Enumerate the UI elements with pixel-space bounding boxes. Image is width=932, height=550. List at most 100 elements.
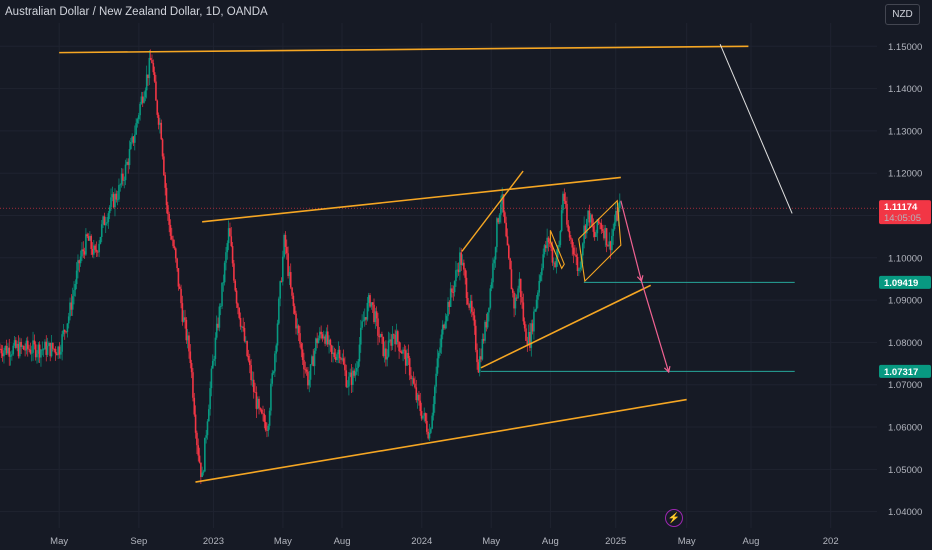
candle-body [159,122,161,125]
candle-body [407,353,410,359]
candle-body [217,323,219,328]
candle-body [478,356,481,373]
candle-body [46,345,49,355]
candle-body [398,341,400,352]
candle-body [595,233,597,237]
flag-pattern-1[interactable] [549,230,565,270]
candle-body [127,161,129,166]
candle-body [63,329,66,332]
lightning-icon[interactable]: ⚡ [665,509,683,527]
candle-body [275,345,278,354]
candle-body [81,249,83,257]
candles [0,49,621,484]
candle-body [192,372,194,398]
candle-body [482,338,485,341]
currency-button[interactable]: NZD [885,4,920,25]
y-tick-label: 1.12000 [888,169,922,180]
candle-body [369,295,371,307]
candle-body [476,349,478,363]
candle-body [152,62,155,73]
candle-body [433,386,436,405]
candle-body [83,251,86,255]
candle-body [242,326,244,328]
candle-body [566,203,568,225]
candle-body [0,348,3,354]
candle-body [164,175,166,188]
candle-body [415,387,418,401]
candle-body [204,437,206,472]
rising-support-line[interactable] [480,284,652,369]
candle-body [214,337,217,359]
candle-body [93,245,95,255]
candle-body [200,462,202,478]
candle-body [213,358,215,361]
candle-body [45,341,48,355]
candle-body [562,193,564,211]
candle-body [137,115,140,120]
candle-body [593,231,596,237]
candle-body [126,161,128,165]
candle-body [535,299,538,310]
resistance-line[interactable] [59,45,749,54]
candle-body [74,284,77,291]
candle-body [468,304,470,308]
candle-body [259,408,262,410]
steep-trend-line[interactable] [461,170,524,252]
candle-body [453,281,456,293]
candle-body [582,243,584,256]
price-tag-box [879,275,931,289]
candle-body [467,298,469,305]
candle-body [579,267,581,270]
candle-body [584,225,587,234]
candle-body [554,262,556,268]
candle-body [9,355,12,357]
candle-body [288,272,291,276]
candle-body [233,263,235,281]
candle-body [210,368,213,389]
candle-body [542,254,544,269]
candle-body [33,340,36,345]
candle-body [12,345,15,355]
chart-title: Australian Dollar / New Zealand Dollar, … [5,6,268,18]
candle-body [221,282,223,307]
candle-body [37,344,40,354]
candle-body [20,341,22,347]
candle-body [459,252,461,273]
price-tag-box [879,200,931,225]
candle-body [444,321,447,329]
candle-body [508,245,510,259]
candle-body [161,139,164,157]
channel-lower-line[interactable] [195,398,687,483]
flag-pattern-2[interactable] [578,199,622,283]
candle-body [237,303,239,308]
candle-body [176,258,178,269]
candle-body [59,351,62,355]
price-axis[interactable] [877,0,932,528]
channel-upper-line[interactable] [202,176,621,223]
x-tick-label: Aug [334,536,351,547]
candle-body [56,353,58,356]
candle-body [400,351,403,354]
candle-body [530,323,533,348]
candle-body [116,199,119,201]
candle-body [245,341,247,342]
candle-body [115,193,118,200]
drawings[interactable] [59,43,795,483]
candle-body [449,288,452,307]
candle-body [608,241,611,247]
candle-body [456,269,459,271]
candle-body [412,378,415,384]
candle-body [493,259,496,264]
candle-body [526,340,529,345]
candle-body [95,249,98,252]
candle-body [365,317,367,320]
time-axis[interactable] [0,528,932,550]
candle-body [517,288,519,299]
candle-body [102,216,104,225]
candle-body [49,342,52,357]
white-trend-line[interactable] [719,43,793,214]
candle-body [481,338,484,360]
candle-body [411,378,414,380]
candle-body [110,197,112,208]
